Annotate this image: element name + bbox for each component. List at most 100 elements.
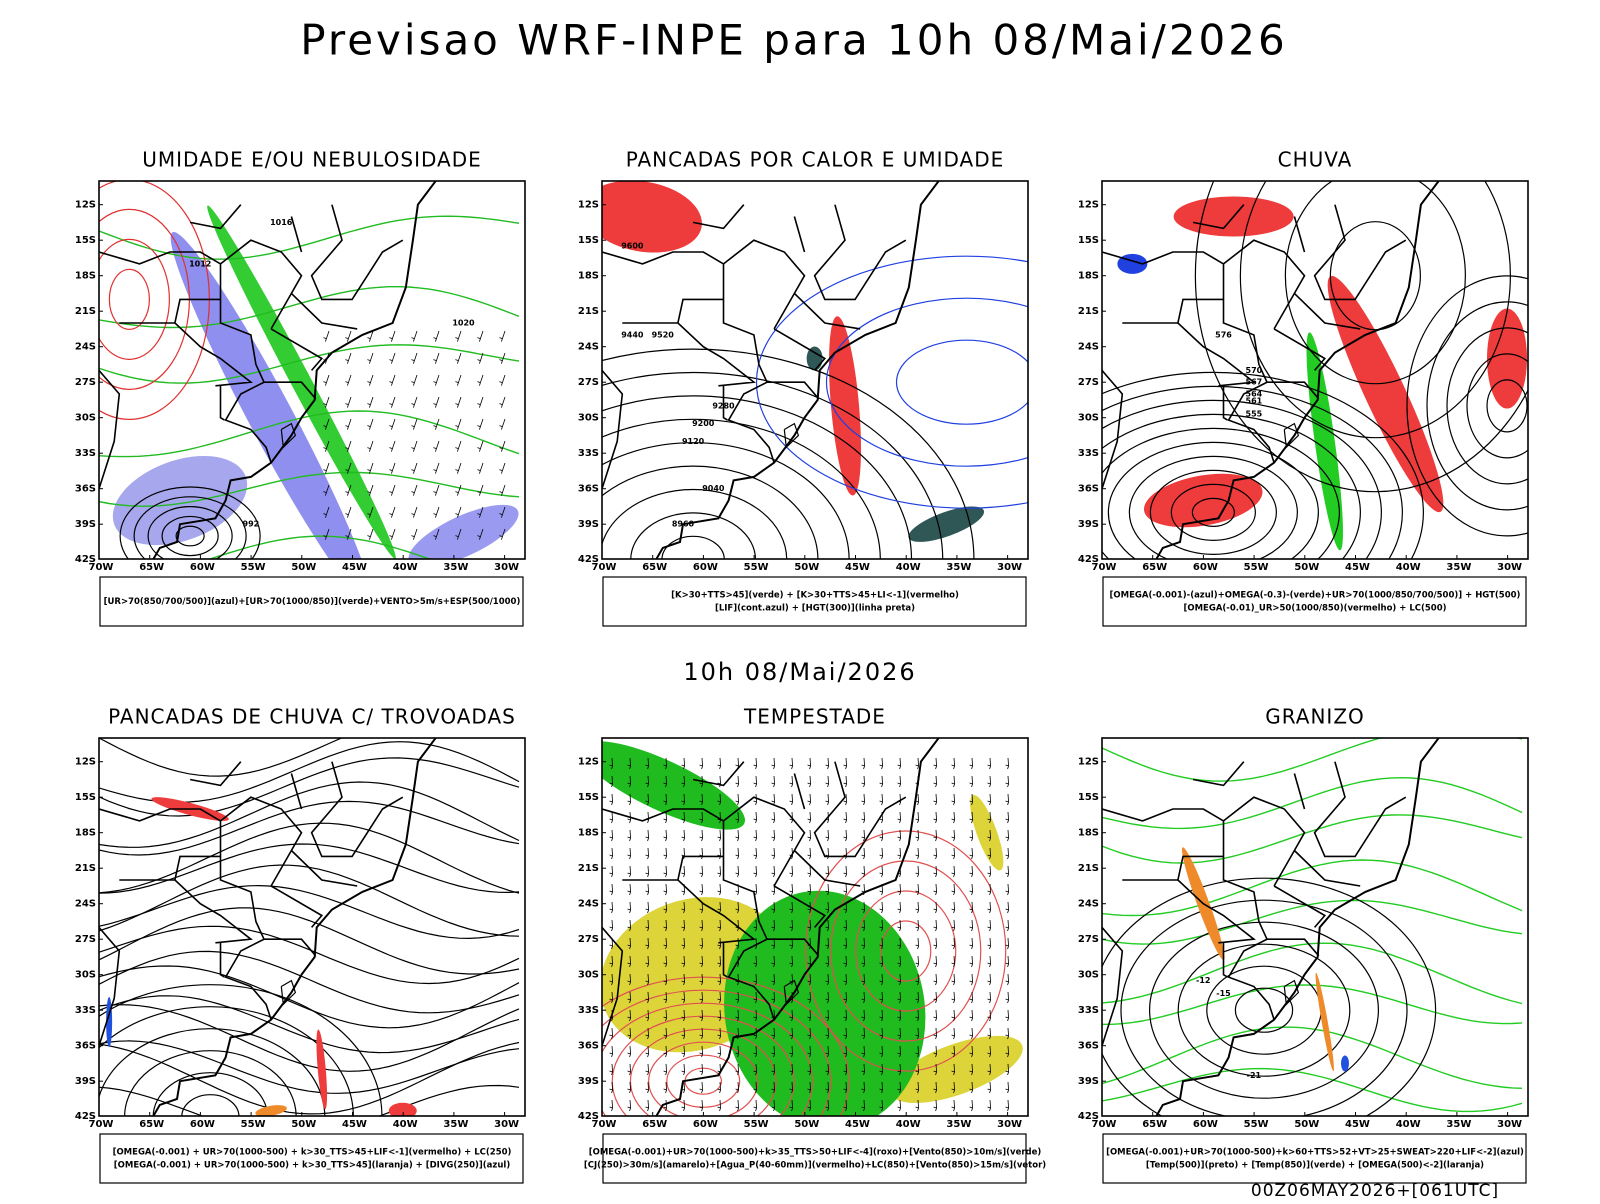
wind-vector bbox=[609, 1099, 614, 1112]
contour-label: 9280 bbox=[712, 401, 735, 410]
wind-vector bbox=[477, 440, 484, 452]
contour-label: -12 bbox=[1196, 976, 1210, 985]
coastline bbox=[1155, 181, 1440, 559]
wind-vector bbox=[1005, 757, 1010, 770]
contour-line bbox=[602, 371, 944, 559]
streamline bbox=[99, 995, 520, 1054]
lat-label: 21S bbox=[578, 306, 599, 317]
wind-vector bbox=[879, 1099, 884, 1112]
contour-line bbox=[602, 418, 881, 559]
contour-line bbox=[602, 395, 913, 559]
wind-vector bbox=[753, 775, 758, 788]
contour-line bbox=[684, 1067, 723, 1095]
shaded-area bbox=[602, 741, 745, 830]
wind-vector bbox=[987, 811, 992, 824]
wind-vector bbox=[1005, 991, 1010, 1004]
wind-vector bbox=[861, 775, 866, 788]
wind-vector bbox=[771, 775, 776, 788]
contour-line bbox=[1194, 181, 1528, 493]
wind-vector bbox=[1005, 1009, 1010, 1022]
lon-label: 30W bbox=[494, 562, 519, 573]
wind-vector bbox=[807, 973, 812, 986]
contour-line bbox=[611, 1015, 795, 1116]
wind-vector bbox=[499, 374, 506, 386]
wind-vector bbox=[609, 775, 614, 788]
wind-vector bbox=[753, 757, 758, 770]
contour-label: 9440 bbox=[621, 330, 644, 339]
wind-vector bbox=[717, 1081, 722, 1094]
lat-label: 30S bbox=[75, 970, 96, 981]
lat-label: 24S bbox=[578, 899, 599, 910]
wind-vector bbox=[663, 865, 668, 878]
wind-vector bbox=[933, 1099, 938, 1112]
lagoon bbox=[280, 422, 297, 449]
lon-label: 55W bbox=[241, 562, 266, 573]
contour-line bbox=[1234, 987, 1294, 1033]
wind-vector bbox=[825, 829, 830, 842]
wind-vector bbox=[933, 1027, 938, 1040]
wind-vector bbox=[861, 847, 866, 860]
wind-vector bbox=[627, 793, 632, 806]
border bbox=[602, 808, 775, 1020]
wind-vector bbox=[367, 506, 374, 518]
wind-vector bbox=[915, 829, 920, 842]
wind-vector bbox=[389, 484, 396, 496]
border bbox=[602, 251, 775, 463]
wind-vector bbox=[735, 1045, 740, 1058]
wind-vector bbox=[735, 775, 740, 788]
wind-vector bbox=[933, 937, 938, 950]
map-area bbox=[99, 738, 520, 1116]
contour-line bbox=[1406, 275, 1528, 537]
lon-label: 35W bbox=[443, 562, 468, 573]
wind-vector bbox=[477, 528, 484, 540]
wind-vector bbox=[933, 1063, 938, 1076]
wind-vector bbox=[807, 757, 812, 770]
streamline bbox=[99, 215, 520, 260]
wind-vector bbox=[825, 901, 830, 914]
wind-vector bbox=[627, 901, 632, 914]
border bbox=[1267, 938, 1320, 957]
contour-line bbox=[147, 506, 233, 559]
contour-line bbox=[108, 268, 150, 330]
wind-vector bbox=[807, 1027, 812, 1040]
border bbox=[1293, 849, 1361, 887]
wind-vector bbox=[771, 847, 776, 860]
map-panel: PANCADAS POR CALOR E UMIDADE 9600 9520 9440… bbox=[578, 148, 1029, 627]
border bbox=[290, 849, 358, 887]
streamline bbox=[99, 738, 344, 777]
wind-vector bbox=[645, 1081, 650, 1094]
wind-vector bbox=[861, 793, 866, 806]
lon-label: 60W bbox=[1193, 562, 1218, 573]
wind-vector bbox=[969, 775, 974, 788]
wind-vector bbox=[951, 883, 956, 896]
wind-vector bbox=[367, 396, 374, 408]
wind-vector bbox=[645, 883, 650, 896]
lat-label: 21S bbox=[75, 863, 96, 874]
wind-vector bbox=[717, 1009, 722, 1022]
wind-vector bbox=[897, 901, 902, 914]
wind-vector bbox=[951, 829, 956, 842]
wind-vector bbox=[843, 1099, 848, 1112]
wind-vector bbox=[969, 847, 974, 860]
wind-vector bbox=[753, 793, 758, 806]
wind-vector bbox=[1005, 1063, 1010, 1076]
wind-vector bbox=[1005, 811, 1010, 824]
wind-vector bbox=[771, 811, 776, 824]
wind-vector bbox=[455, 374, 462, 386]
wind-vector bbox=[753, 1009, 758, 1022]
wind-vector bbox=[717, 865, 722, 878]
wind-vector bbox=[609, 1045, 614, 1058]
contour-line bbox=[1102, 877, 1437, 1116]
wind-vector bbox=[367, 330, 374, 342]
wind-vector bbox=[717, 991, 722, 1004]
wind-vector bbox=[825, 973, 830, 986]
contour-line bbox=[602, 989, 832, 1116]
wind-vector bbox=[717, 1045, 722, 1058]
wind-vector bbox=[897, 1045, 902, 1058]
contour-line bbox=[602, 465, 819, 559]
contour-line bbox=[648, 1041, 759, 1116]
map-frame bbox=[1101, 737, 1529, 1117]
wind-vector bbox=[433, 484, 440, 496]
contour-line bbox=[1191, 497, 1235, 527]
wind-vector bbox=[455, 418, 462, 430]
